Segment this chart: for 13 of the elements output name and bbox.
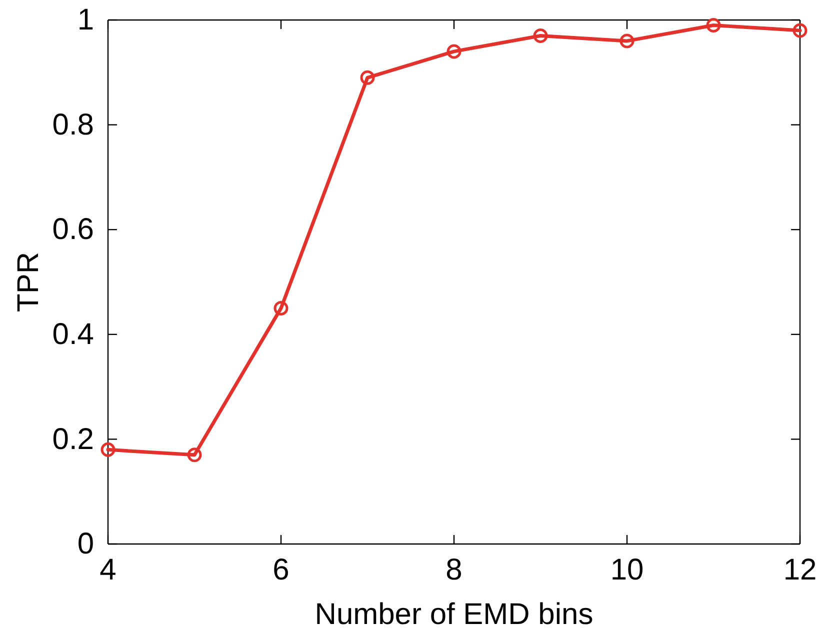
y-tick-label: 0.4	[52, 318, 94, 351]
x-tick-label: 10	[610, 553, 644, 586]
x-axis-title: Number of EMD bins	[314, 598, 594, 631]
x-tick-label: 12	[783, 553, 817, 586]
x-tick-label: 8	[446, 553, 462, 586]
y-axis-title: TPR	[12, 252, 45, 312]
y-tick-label: 0.8	[52, 108, 94, 142]
y-tick-label: 0	[77, 528, 94, 561]
y-tick-label: 0.6	[52, 213, 94, 246]
x-tick-label: 6	[272, 553, 290, 586]
x-tick-label: 4	[100, 553, 116, 586]
y-tick-label: 1	[77, 4, 94, 37]
y-tick-label: 0.2	[52, 422, 94, 456]
